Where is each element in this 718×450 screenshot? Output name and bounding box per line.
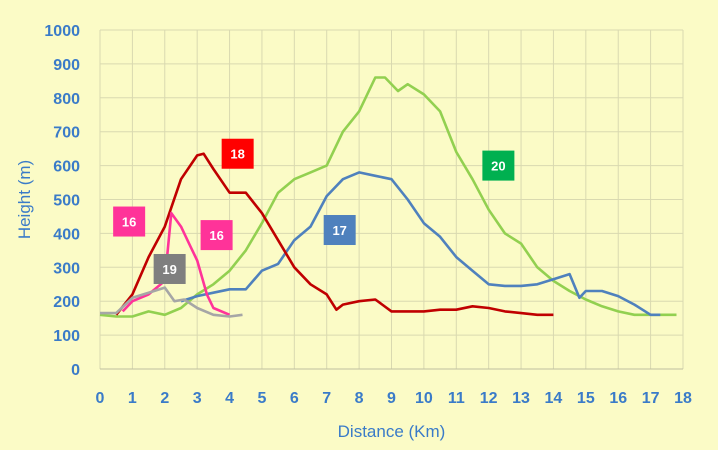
series-label-18-2: 18 xyxy=(221,138,254,169)
series-label-text: 16 xyxy=(122,215,136,230)
y-tick-label: 400 xyxy=(53,226,80,243)
x-tick-label: 2 xyxy=(160,390,169,407)
series-label-box xyxy=(113,206,146,237)
y-tick-label: 100 xyxy=(53,328,80,345)
y-tick-label: 600 xyxy=(53,159,80,176)
y-tick-label: 500 xyxy=(53,193,80,210)
x-tick-label: 5 xyxy=(257,390,266,407)
y-axis-title: Height (m) xyxy=(15,160,34,239)
series-line-16-3 xyxy=(121,211,231,316)
series-label-17-1: 17 xyxy=(323,215,356,246)
y-tick-label: 900 xyxy=(53,57,80,74)
y-tick-label: 300 xyxy=(53,260,80,277)
x-tick-label: 1 xyxy=(128,390,137,407)
series-line-17-1 xyxy=(180,171,661,317)
y-tick-label: 200 xyxy=(53,294,80,311)
x-tick-label: 17 xyxy=(642,390,660,407)
series-label-box xyxy=(482,150,515,181)
x-axis-ticks: 0 1 2 3 4 5 6 7 8 9 10 11 12 13 14 15 16 17 18 xyxy=(96,390,692,407)
x-tick-label: 0 xyxy=(96,390,105,407)
x-axis-title: Distance (Km) xyxy=(338,422,446,441)
x-tick-label: 6 xyxy=(290,390,299,407)
series-label-text: 19 xyxy=(162,262,176,277)
series-label-text: 17 xyxy=(332,223,346,238)
x-tick-label: 14 xyxy=(545,390,563,407)
x-tick-label: 8 xyxy=(355,390,364,407)
x-tick-label: 4 xyxy=(225,390,234,407)
x-tick-label: 12 xyxy=(480,390,498,407)
y-tick-label: 1000 xyxy=(44,23,80,40)
x-tick-label: 18 xyxy=(674,390,692,407)
y-tick-label: 800 xyxy=(53,91,80,108)
y-tick-label: 0 xyxy=(71,362,80,379)
series-label-box xyxy=(200,220,233,251)
series-label-16-4: 16 xyxy=(200,220,233,251)
x-tick-label: 11 xyxy=(448,390,465,407)
series-group xyxy=(99,76,677,318)
series-line-18-2 xyxy=(115,152,554,317)
series-label-box xyxy=(153,253,186,284)
x-tick-label: 9 xyxy=(387,390,396,407)
grid xyxy=(99,29,684,370)
x-tick-label: 3 xyxy=(193,390,202,407)
x-tick-label: 15 xyxy=(577,390,595,407)
y-tick-label: 700 xyxy=(53,125,80,142)
series-label-box xyxy=(323,215,356,246)
series-label-text: 16 xyxy=(209,228,223,243)
series-label-20-0: 20 xyxy=(482,150,515,181)
x-tick-label: 7 xyxy=(322,390,331,407)
x-tick-label: 10 xyxy=(415,390,433,407)
series-line-19-4 xyxy=(100,286,243,318)
series-label-16-3: 16 xyxy=(113,206,146,237)
series-line-20-0 xyxy=(99,76,677,318)
x-tick-label: 16 xyxy=(609,390,627,407)
series-label-19-5: 19 xyxy=(153,253,186,284)
series-labels: 20 17 18 16 16 19 xyxy=(113,138,515,284)
series-label-text: 18 xyxy=(230,147,244,162)
y-axis-ticks: 0 100 200 300 400 500 600 700 800 900 1000 xyxy=(44,23,80,379)
series-label-box xyxy=(221,138,254,169)
x-tick-label: 13 xyxy=(512,390,530,407)
series-label-text: 20 xyxy=(491,159,505,174)
